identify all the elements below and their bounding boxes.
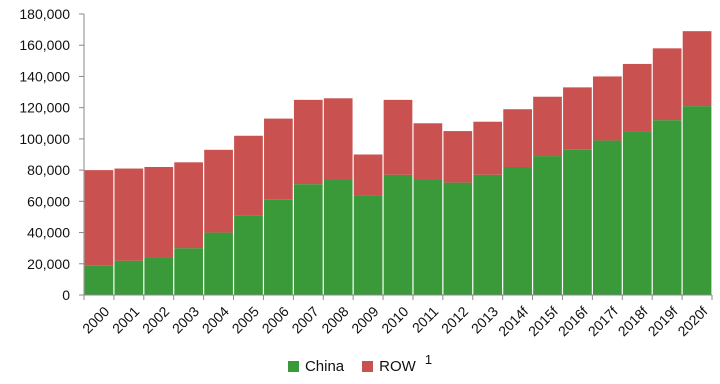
bar-row-2006 bbox=[264, 118, 293, 200]
y-tick-label: 0 bbox=[62, 287, 70, 303]
x-tick-label: 2013 bbox=[468, 303, 501, 336]
x-tick-label: 2005 bbox=[229, 303, 262, 336]
bar-china-2008 bbox=[323, 179, 353, 295]
x-tick-label: 2020f bbox=[674, 303, 710, 339]
bar-china-2002 bbox=[144, 257, 174, 295]
x-tick-label: 2019f bbox=[645, 303, 681, 339]
y-tick-label: 100,000 bbox=[19, 131, 70, 147]
legend-item-china: China bbox=[287, 358, 345, 375]
bar-row-2007 bbox=[293, 99, 323, 185]
bar-china-2018f bbox=[622, 131, 652, 295]
bar-row-2011 bbox=[413, 123, 443, 180]
bar-row-2018f bbox=[622, 63, 652, 132]
bar-china-2014f bbox=[503, 166, 532, 295]
bar-row-2000 bbox=[84, 170, 114, 266]
bar-row-2003 bbox=[174, 162, 204, 249]
y-tick-label: 140,000 bbox=[19, 68, 70, 84]
legend-footnote-marker: 1 bbox=[424, 352, 433, 367]
bar-china-2003 bbox=[174, 248, 204, 295]
x-tick-label: 2009 bbox=[348, 303, 381, 336]
bar-row-2001 bbox=[114, 168, 144, 261]
bar-group bbox=[84, 31, 712, 296]
bar-row-2009 bbox=[353, 154, 383, 196]
bar-row-2014f bbox=[503, 109, 532, 167]
bar-china-2009 bbox=[353, 195, 383, 295]
x-tick-label: 2008 bbox=[318, 303, 351, 336]
x-tick-label: 2015f bbox=[525, 303, 561, 339]
x-tick-label: 2002 bbox=[139, 303, 172, 336]
x-tick-label: 2006 bbox=[259, 303, 292, 336]
legend-swatch-row bbox=[362, 361, 374, 372]
bar-china-2011 bbox=[413, 179, 443, 295]
x-axis-tick-labels: 2000200120022003200420052006200720082009… bbox=[79, 303, 711, 339]
bar-china-2012 bbox=[443, 182, 473, 295]
legend-label-china: China bbox=[304, 358, 345, 375]
bar-row-2002 bbox=[144, 166, 174, 258]
y-tick-label: 80,000 bbox=[27, 162, 70, 178]
bar-row-2020f bbox=[682, 31, 712, 107]
bar-china-2001 bbox=[114, 260, 144, 295]
bar-row-2005 bbox=[234, 135, 263, 216]
y-tick-label: 120,000 bbox=[19, 100, 70, 116]
bar-china-2015f bbox=[533, 156, 562, 295]
x-tick-label: 2004 bbox=[199, 303, 232, 336]
x-tick-label: 2010 bbox=[378, 303, 411, 336]
bar-china-2005 bbox=[234, 215, 263, 295]
bar-row-2016f bbox=[563, 87, 592, 150]
y-tick-label: 60,000 bbox=[27, 193, 70, 209]
x-tick-label: 2014f bbox=[495, 303, 531, 339]
legend-item-row: ROW 1 bbox=[362, 352, 432, 375]
x-tick-label: 2007 bbox=[288, 303, 321, 336]
bar-row-2012 bbox=[443, 131, 473, 183]
bar-china-2013 bbox=[473, 174, 503, 295]
bar-china-2007 bbox=[293, 184, 323, 295]
y-axis-tick-labels: 0 20,000 40,000 60,000 80,000 100,000 120,000 1… bbox=[19, 6, 70, 303]
bar-china-2000 bbox=[84, 265, 114, 295]
x-tick-label: 2016f bbox=[555, 303, 591, 339]
legend-label-row: ROW bbox=[379, 358, 416, 375]
axis-lines bbox=[79, 13, 713, 300]
x-tick-label: 2001 bbox=[109, 303, 142, 336]
x-tick-label: 2018f bbox=[615, 303, 651, 339]
bar-row-2010 bbox=[383, 99, 413, 175]
legend: China ROW 1 bbox=[0, 352, 720, 375]
y-tick-label: 180,000 bbox=[19, 6, 70, 22]
bar-china-2006 bbox=[264, 199, 293, 295]
x-tick-label: 2012 bbox=[438, 303, 471, 336]
bar-row-2015f bbox=[533, 96, 562, 157]
bar-row-2017f bbox=[592, 76, 622, 141]
bar-row-2008 bbox=[323, 98, 353, 180]
y-tick-label: 40,000 bbox=[27, 225, 70, 241]
bar-row-2004 bbox=[204, 149, 233, 233]
y-tick-label: 160,000 bbox=[19, 37, 70, 53]
x-tick-label: 2017f bbox=[585, 303, 621, 339]
bar-china-2004 bbox=[204, 232, 233, 295]
y-tick-label: 20,000 bbox=[27, 256, 70, 272]
bar-row-2013 bbox=[473, 121, 503, 175]
bar-china-2010 bbox=[383, 174, 413, 295]
bar-china-2017f bbox=[592, 140, 622, 295]
bar-row-2019f bbox=[652, 48, 682, 121]
x-tick-label: 2011 bbox=[409, 303, 442, 336]
legend-swatch-china bbox=[287, 361, 299, 372]
x-tick-label: 2000 bbox=[79, 303, 112, 336]
x-tick-label: 2003 bbox=[169, 303, 202, 336]
bar-china-2016f bbox=[563, 149, 592, 295]
bar-china-2020f bbox=[682, 106, 712, 295]
bar-china-2019f bbox=[652, 120, 682, 296]
